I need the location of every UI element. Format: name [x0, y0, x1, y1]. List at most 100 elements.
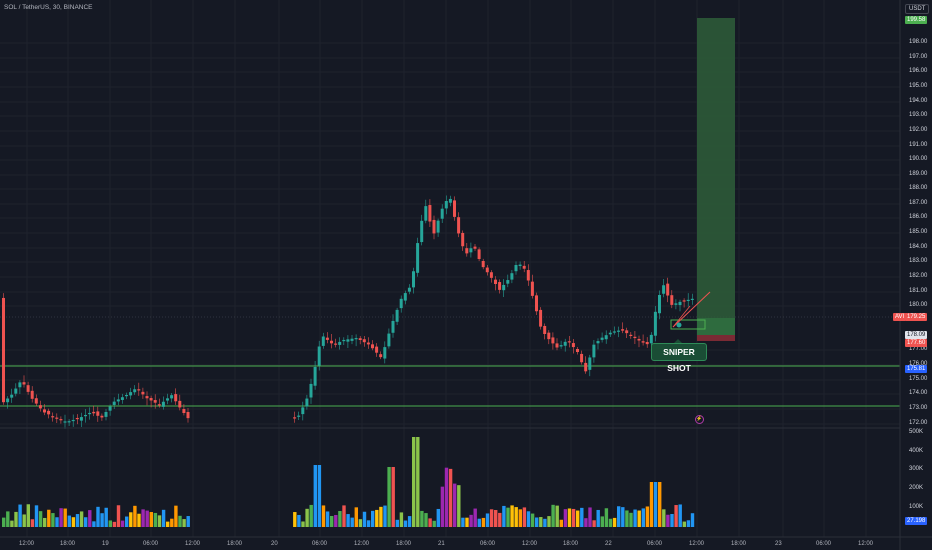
volume-bar — [321, 505, 326, 527]
price-tick-label: 189.00 — [909, 171, 928, 177]
candle — [555, 343, 559, 348]
candles — [2, 195, 694, 429]
volume-bar — [116, 505, 121, 527]
volume-bar — [178, 515, 182, 527]
volume-bar — [649, 482, 654, 527]
currency-button[interactable]: USDT — [905, 4, 930, 14]
sniper-shot-label[interactable]: SNIPER SHOT — [651, 339, 707, 373]
volume-bar — [690, 513, 695, 527]
volume-bar — [662, 509, 666, 527]
candle — [543, 325, 547, 334]
volume-bar — [387, 467, 391, 527]
candle — [448, 198, 452, 203]
volume-bars — [2, 437, 695, 527]
volume-bar — [92, 521, 96, 527]
price-tick-label: 190.00 — [909, 156, 928, 162]
candle — [186, 412, 190, 419]
price-tick-label: 197.00 — [909, 54, 928, 60]
time-tick-label: 12:00 — [689, 541, 705, 547]
candle — [18, 382, 22, 388]
time-tick-label: 23 — [775, 541, 782, 547]
price-tick-label: 176.00 — [909, 361, 928, 367]
candle — [96, 411, 100, 416]
volume-bar — [412, 437, 416, 527]
volume-bar — [88, 510, 92, 527]
volume-bar — [559, 519, 563, 527]
candle — [584, 362, 588, 372]
volume-bar — [145, 510, 149, 527]
candle — [465, 248, 469, 254]
volume-bar — [55, 517, 59, 527]
stop-zone — [697, 335, 735, 341]
volume-bar — [305, 508, 309, 527]
volume-bar — [51, 513, 55, 527]
volume-bar — [448, 468, 453, 527]
candle — [301, 407, 305, 415]
volume-bar — [342, 505, 346, 527]
volume-bar — [612, 517, 617, 527]
candle — [371, 344, 374, 349]
volume-bar — [588, 507, 592, 527]
volume-bar — [604, 508, 609, 527]
volume-bar — [653, 482, 658, 527]
candle — [649, 334, 653, 344]
volume-bar — [153, 512, 158, 527]
volume-bar — [678, 504, 682, 527]
time-tick-label: 21 — [438, 541, 445, 547]
candle — [305, 398, 309, 407]
candle — [436, 220, 440, 233]
candle — [494, 279, 497, 284]
time-tick-label: 12:00 — [522, 541, 538, 547]
volume-bar — [47, 509, 51, 527]
candle — [330, 340, 333, 344]
candle — [346, 339, 350, 342]
volume-bar — [481, 517, 486, 527]
volume-bar — [510, 505, 514, 527]
candle — [485, 267, 489, 273]
candle — [498, 282, 502, 290]
volume-bar — [407, 516, 412, 527]
price-tick-label: 195.00 — [909, 83, 928, 89]
volume-bar — [383, 505, 387, 527]
volume-bar — [629, 512, 633, 527]
entry-drawing — [670, 291, 711, 330]
time-tick-label: 19 — [102, 541, 109, 547]
price-tick-label: 186.00 — [909, 214, 928, 220]
volume-tick-label: 500K — [909, 429, 924, 435]
volume-bar — [43, 517, 47, 527]
event-marker-icon[interactable]: ⚡ — [695, 415, 704, 424]
volume-bar — [502, 505, 506, 527]
volume-bar — [84, 517, 88, 527]
price-tick-label: 193.00 — [909, 112, 928, 118]
grid-lines — [0, 0, 900, 537]
candle — [43, 409, 46, 413]
time-tick-label: 06:00 — [480, 541, 496, 547]
time-tick-label: 18:00 — [731, 541, 747, 547]
volume-bar — [170, 518, 174, 527]
candle — [157, 404, 161, 406]
candle — [551, 337, 555, 344]
volume-bar — [149, 512, 153, 527]
volume-bar — [297, 514, 301, 527]
volume-bar — [641, 508, 645, 527]
volume-bar — [428, 518, 432, 527]
candle — [334, 343, 338, 345]
candle — [469, 248, 473, 253]
symbol-title[interactable]: SOL / TetherUS, 30, BINANCE — [4, 4, 93, 11]
volume-bar — [526, 511, 531, 527]
volume-bar — [366, 520, 371, 527]
candle — [47, 410, 51, 415]
candle — [100, 415, 104, 418]
volume-bar — [506, 507, 510, 527]
candle — [424, 206, 428, 221]
volume-bar — [79, 511, 84, 527]
candle — [403, 293, 407, 301]
volume-bar — [301, 521, 305, 527]
candle — [67, 421, 71, 423]
volume-bar — [424, 513, 428, 527]
candle — [71, 419, 75, 422]
candle — [571, 343, 575, 348]
candle — [416, 243, 420, 273]
volume-bar — [670, 513, 674, 527]
